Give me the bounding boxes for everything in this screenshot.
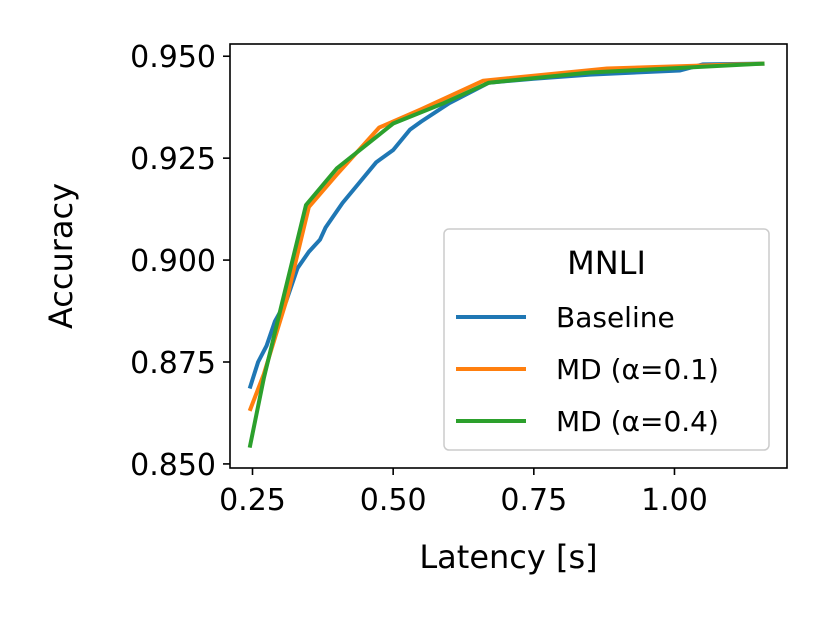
y-tick-label: 0.875 (130, 346, 216, 381)
legend-box (443, 228, 770, 451)
x-axis-label: Latency [s] (419, 538, 597, 576)
legend-title: MNLI (567, 244, 646, 282)
x-tick-label: 0.50 (360, 483, 427, 518)
plot-frame (229, 43, 788, 469)
x-tick-label: 0.25 (219, 483, 286, 518)
legend-label-2: MD (α=0.4) (556, 405, 719, 438)
legend-label-0: Baseline (556, 301, 675, 334)
plot-lines (247, 61, 765, 448)
x-tick-label: 1.00 (641, 483, 708, 518)
y-tick-label: 0.950 (130, 40, 216, 75)
legend-label-1: MD (α=0.1) (556, 353, 719, 386)
x-axis-ticks: 0.25 0.50 0.75 1.00 (219, 468, 708, 518)
y-tick-label: 0.925 (130, 142, 216, 177)
y-tick-label: 0.850 (130, 448, 216, 483)
legend: MNLI Baseline MD (α=0.1) MD (α=0.4) (443, 228, 770, 451)
y-axis-label: Accuracy (42, 183, 80, 329)
x-tick-label: 0.75 (500, 483, 567, 518)
y-axis-ticks: 0.850 0.875 0.900 0.925 0.950 (130, 40, 230, 483)
legend-entries: Baseline MD (α=0.1) MD (α=0.4) (456, 301, 719, 438)
series-line-2 (247, 61, 765, 448)
y-tick-label: 0.900 (130, 244, 216, 279)
